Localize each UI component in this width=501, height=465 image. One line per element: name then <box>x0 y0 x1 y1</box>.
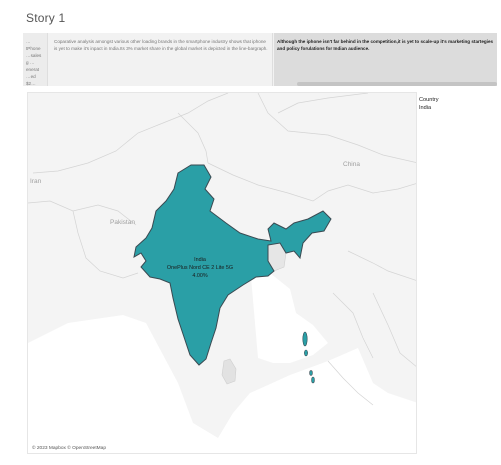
indian-ocean <box>28 315 416 453</box>
india-product-name: OnePlus Nord CE 2 Lite 5G <box>166 265 234 271</box>
legend-item-india[interactable]: India <box>419 105 432 111</box>
india-country-name: India <box>194 257 206 263</box>
story-navigator: …tPhone …sales g …enerat …ed $2… Coparat… <box>23 33 497 86</box>
map-label-pakistan: Pakistan <box>110 219 135 226</box>
sri-lanka <box>221 358 237 385</box>
navigator-scrollbar[interactable] <box>23 82 497 86</box>
country-borders <box>28 93 416 406</box>
map-view[interactable]: Iran Pakistan China India OnePlus Nord C… <box>27 92 417 454</box>
story-point-1[interactable]: …tPhone …sales g …enerat …ed $2… <box>23 33 48 86</box>
map-label-china: China <box>343 161 360 168</box>
india-mark-label: India OnePlus Nord CE 2 Lite 5G 4.00% <box>165 256 235 280</box>
map-label-iran: Iran <box>30 178 42 185</box>
navigator-scroll-thumb[interactable] <box>297 82 497 86</box>
map-canvas <box>28 93 416 453</box>
map-attribution[interactable]: © 2023 Mapbox © OpenStreetMap <box>32 446 107 451</box>
story-point-2[interactable]: Coparative analysis amongst various othe… <box>48 33 273 86</box>
story-title: Story 1 <box>26 11 66 25</box>
story-point-3-selected[interactable]: Although the iphone isn't far behind in … <box>274 33 497 86</box>
andaman-nicobar-islands <box>302 331 315 384</box>
bay-of-bengal <box>250 265 328 363</box>
legend-title: Country <box>419 97 439 103</box>
india-shape[interactable] <box>133 164 332 366</box>
country-legend: Country India <box>419 96 439 112</box>
india-share-value: 4.00% <box>192 273 208 279</box>
